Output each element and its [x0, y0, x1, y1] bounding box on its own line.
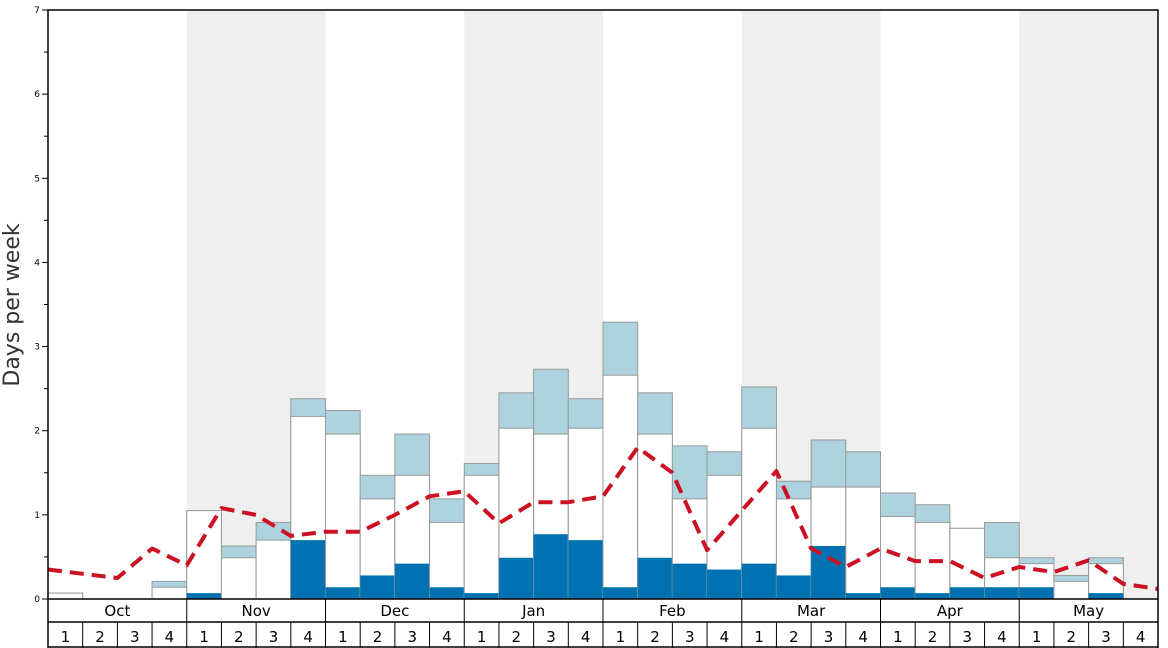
week-label: 4 [720, 628, 730, 646]
week-label: 3 [685, 628, 695, 646]
week-label: 1 [893, 628, 903, 646]
bar-dark [533, 534, 569, 599]
bar-mid [429, 521, 465, 600]
x-axis: Oct Nov Dec Jan Feb Mar Apr May 1 2 3 4 1 2 3 4 1 2 3 4 1 2 3 4… [47, 599, 1159, 648]
average-line [47, 445, 1159, 591]
week-label: 2 [373, 628, 383, 646]
bar-mid [151, 586, 188, 600]
bar-dark [880, 587, 916, 599]
y-tick-label: 7 [34, 6, 40, 16]
month-label-jan: Jan [521, 602, 545, 620]
month-label-apr: Apr [937, 602, 964, 620]
bar-dark [637, 557, 673, 599]
bar-dark [498, 557, 534, 599]
y-tick-label: 4 [34, 258, 40, 268]
week-label: 1 [1032, 628, 1042, 646]
y-tick-label: 2 [34, 427, 40, 437]
week-label: 1 [616, 628, 626, 646]
bar-dark [1088, 593, 1124, 599]
bar-dark [845, 593, 881, 599]
bar-mid [845, 486, 881, 600]
bar-dark [776, 575, 812, 599]
bar-mid [220, 557, 257, 600]
bar-dark [290, 540, 326, 599]
y-tick-label: 6 [34, 90, 40, 100]
bar-mid [47, 592, 84, 600]
week-label: 3 [407, 628, 417, 646]
bar-dark [1019, 587, 1054, 599]
week-label: 3 [546, 628, 556, 646]
week-label: 2 [650, 628, 660, 646]
bars [47, 321, 1124, 600]
bar-mid [255, 539, 292, 600]
week-label: 4 [303, 628, 313, 646]
month-label-mar: Mar [797, 602, 826, 620]
week-label: 3 [1101, 628, 1111, 646]
month-label-nov: Nov [241, 602, 270, 620]
week-label: 2 [1067, 628, 1077, 646]
bar-dark [568, 540, 603, 599]
bar-dark [672, 563, 708, 599]
bar-dark [984, 587, 1020, 599]
y-tick-label: 3 [34, 343, 40, 353]
bar-dark [811, 545, 846, 599]
bar-dark [603, 587, 638, 599]
week-label: 2 [234, 628, 244, 646]
bar-dark [949, 587, 985, 599]
month-label-may: May [1073, 602, 1104, 620]
y-tick-label: 5 [34, 174, 40, 184]
bar-mid [325, 433, 361, 600]
y-tick-label: 0 [34, 595, 40, 605]
week-label: 4 [858, 628, 868, 646]
month-shade-may [1019, 10, 1158, 599]
week-label: 4 [165, 628, 175, 646]
week-label: 3 [269, 628, 279, 646]
week-label: 1 [199, 628, 209, 646]
average-line-path [47, 445, 1159, 591]
week-label: 2 [928, 628, 938, 646]
week-label: 1 [477, 628, 487, 646]
week-label: 4 [1136, 628, 1146, 646]
bar-dark [429, 587, 465, 599]
week-label: 2 [95, 628, 105, 646]
bar-dark [360, 575, 395, 599]
bar-dark [741, 563, 777, 599]
month-shading [186, 10, 1158, 599]
month-label-dec: Dec [380, 602, 409, 620]
week-label: 1 [338, 628, 348, 646]
bar-dark [394, 563, 430, 599]
y-axis: 0 1 2 3 4 5 6 7 [34, 6, 48, 605]
week-label: 4 [442, 628, 452, 646]
bar-mid [1053, 580, 1090, 600]
bar-dark [915, 593, 950, 599]
bar-dark [464, 593, 499, 599]
week-label: 2 [512, 628, 522, 646]
y-axis-label: Days per week [0, 223, 25, 386]
week-label: 4 [581, 628, 591, 646]
bar-dark [325, 587, 361, 599]
y-tick-label: 1 [34, 511, 40, 521]
month-label-feb: Feb [659, 602, 686, 620]
month-label-oct: Oct [104, 602, 130, 620]
week-label: 1 [61, 628, 71, 646]
week-label: 2 [789, 628, 799, 646]
week-label: 3 [130, 628, 140, 646]
week-label: 3 [962, 628, 972, 646]
bar-dark [186, 593, 222, 599]
week-label: 1 [754, 628, 764, 646]
bar-dark [707, 569, 742, 599]
week-label: 4 [997, 628, 1007, 646]
week-label: 3 [824, 628, 834, 646]
